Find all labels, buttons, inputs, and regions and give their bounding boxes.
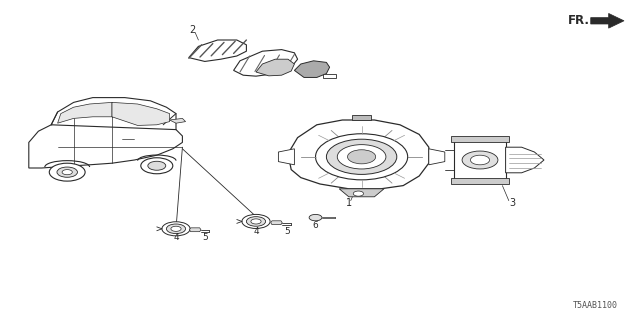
Polygon shape — [234, 50, 298, 76]
Polygon shape — [339, 189, 384, 197]
Circle shape — [242, 214, 270, 228]
Circle shape — [141, 158, 173, 174]
Circle shape — [171, 226, 181, 231]
Text: T5AAB1100: T5AAB1100 — [573, 301, 618, 310]
Polygon shape — [506, 147, 544, 173]
Polygon shape — [189, 228, 201, 232]
Circle shape — [348, 150, 376, 164]
Circle shape — [166, 224, 186, 234]
Text: 4: 4 — [173, 233, 179, 242]
Text: 1: 1 — [346, 198, 352, 208]
Circle shape — [246, 217, 266, 226]
Polygon shape — [256, 59, 294, 76]
Polygon shape — [451, 136, 509, 142]
Text: 4: 4 — [253, 227, 259, 236]
Polygon shape — [112, 102, 170, 125]
Polygon shape — [454, 139, 506, 181]
Circle shape — [57, 167, 77, 177]
Polygon shape — [591, 13, 624, 28]
Circle shape — [337, 145, 386, 169]
Polygon shape — [294, 61, 330, 77]
Circle shape — [49, 163, 85, 181]
Circle shape — [316, 134, 408, 180]
Circle shape — [353, 191, 364, 196]
Text: 3: 3 — [509, 198, 515, 208]
Circle shape — [326, 139, 397, 174]
Polygon shape — [170, 118, 186, 123]
Polygon shape — [278, 149, 294, 165]
Circle shape — [251, 219, 261, 224]
Polygon shape — [58, 102, 112, 123]
Polygon shape — [323, 74, 336, 78]
Text: 5: 5 — [202, 233, 207, 242]
Circle shape — [162, 222, 190, 236]
Circle shape — [462, 151, 498, 169]
Polygon shape — [451, 178, 509, 184]
Circle shape — [470, 155, 490, 165]
Text: 6: 6 — [313, 221, 318, 230]
Text: FR.: FR. — [568, 14, 590, 27]
Circle shape — [148, 161, 166, 170]
Polygon shape — [352, 115, 371, 120]
Text: 5: 5 — [284, 227, 289, 236]
Polygon shape — [271, 221, 282, 225]
Circle shape — [62, 170, 72, 175]
Polygon shape — [429, 149, 445, 165]
Polygon shape — [189, 40, 246, 61]
Polygon shape — [51, 98, 176, 130]
Polygon shape — [288, 120, 429, 189]
Circle shape — [309, 214, 322, 221]
Polygon shape — [29, 117, 182, 168]
Text: 2: 2 — [189, 25, 195, 36]
